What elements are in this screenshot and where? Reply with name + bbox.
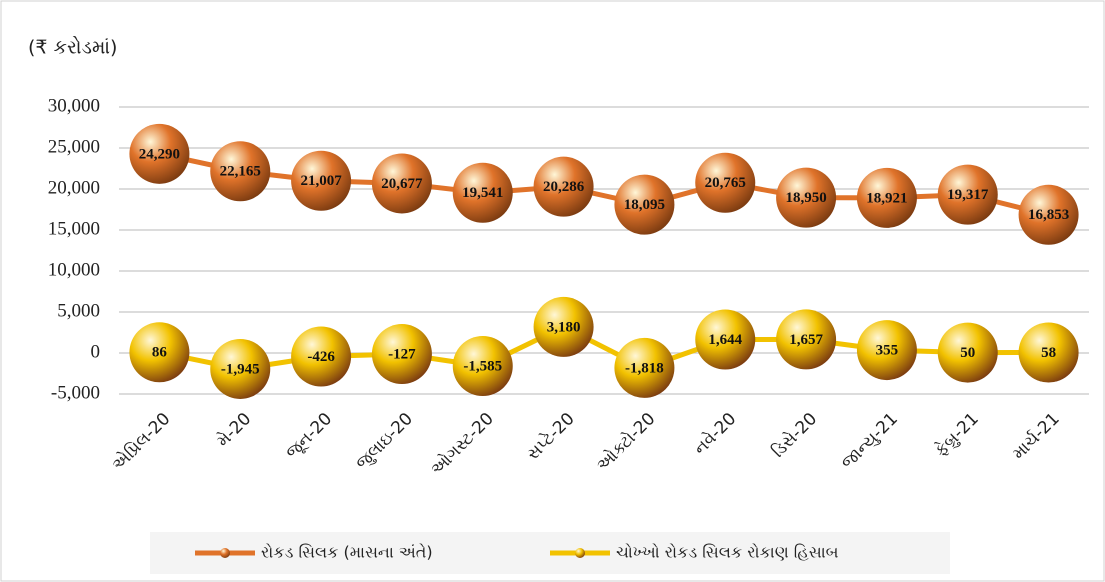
y-tick-label: 30,000: [48, 95, 100, 116]
data-label: 355: [876, 343, 899, 359]
y-tick-label: 25,000: [48, 136, 100, 157]
marker: [937, 322, 998, 383]
data-label: -1,818: [625, 360, 664, 376]
y-tick-label: -5,000: [51, 382, 100, 403]
marker: [614, 337, 675, 398]
marker: [1018, 184, 1079, 245]
data-label: -1,945: [221, 361, 260, 377]
marker: [776, 309, 837, 370]
marker: [452, 162, 513, 223]
legend-label: ચોખ્ખો રોકડ સિલક રોકાણ હિસાબ: [616, 543, 839, 562]
data-label: 86: [152, 345, 168, 361]
y-axis-label: (₹ કરોડમાં): [28, 37, 117, 59]
y-tick-label: 15,000: [48, 218, 100, 239]
marker: [937, 164, 998, 225]
data-label: 18,921: [866, 190, 907, 206]
y-tick-label: 5,000: [57, 300, 100, 321]
legend-marker: [575, 548, 585, 558]
marker: [452, 335, 513, 396]
marker: [129, 322, 190, 383]
y-tick-label: 10,000: [48, 259, 100, 280]
y-tick-label: 0: [91, 341, 101, 362]
data-label: 18,950: [785, 190, 826, 206]
data-label: -1,585: [463, 358, 502, 374]
marker: [856, 167, 917, 228]
legend-marker: [220, 548, 230, 558]
marker: [614, 174, 675, 235]
data-label: 16,853: [1028, 207, 1069, 223]
data-label: 3,180: [547, 319, 581, 335]
data-label: 18,095: [624, 197, 665, 213]
marker: [210, 141, 271, 202]
data-label: 19,541: [462, 185, 503, 201]
marker: [371, 324, 432, 385]
marker: [533, 296, 594, 357]
data-label: 20,765: [705, 175, 746, 191]
data-label: 1,644: [708, 332, 742, 348]
marker: [371, 153, 432, 214]
legend-label: રોકડ સિલક (માસના અંતે): [261, 542, 433, 561]
marker: [1018, 322, 1079, 383]
marker: [291, 326, 352, 387]
data-label: 50: [960, 345, 975, 361]
y-tick-label: 20,000: [48, 177, 100, 198]
data-label: 24,290: [139, 146, 180, 162]
marker: [533, 156, 594, 217]
marker: [129, 123, 190, 184]
marker: [695, 152, 756, 213]
data-label: 21,007: [300, 173, 342, 189]
marker: [210, 338, 271, 399]
data-label: -426: [307, 349, 335, 365]
data-label: 20,286: [543, 179, 585, 195]
data-label: 20,677: [381, 176, 423, 192]
marker: [695, 309, 756, 370]
data-label: 1,657: [789, 332, 823, 348]
data-label: 19,317: [947, 187, 989, 203]
data-label: 22,165: [220, 164, 261, 180]
marker: [776, 167, 837, 228]
marker: [291, 150, 352, 211]
data-label: 58: [1041, 345, 1056, 361]
data-label: -127: [388, 346, 416, 362]
marker: [856, 320, 917, 381]
